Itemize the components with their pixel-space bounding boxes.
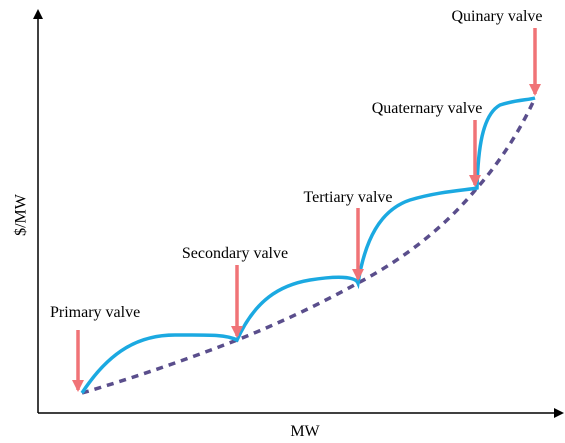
valve-point-curve bbox=[80, 96, 536, 394]
smooth-cost-curve bbox=[81, 97, 537, 395]
valve-label: Quinary valve bbox=[451, 8, 542, 25]
x-axis-label: MW bbox=[290, 423, 320, 440]
valve-label: Secondary valve bbox=[182, 245, 288, 262]
valve-label: Primary valve bbox=[50, 304, 140, 321]
valve-label: Quaternary valve bbox=[372, 100, 483, 117]
valve-label: Tertiary valve bbox=[303, 189, 392, 206]
y-axis-label: $/MW bbox=[13, 193, 30, 236]
